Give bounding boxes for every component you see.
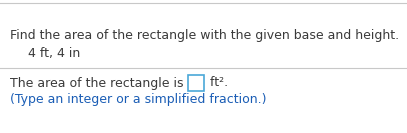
Text: The area of the rectangle is: The area of the rectangle is [10,76,188,90]
Text: Find the area of the rectangle with the given base and height.: Find the area of the rectangle with the … [10,30,399,43]
Text: 4 ft, 4 in: 4 ft, 4 in [28,47,80,59]
Text: (Type an integer or a simplified fraction.): (Type an integer or a simplified fractio… [10,93,267,107]
Text: ft².: ft². [206,76,228,90]
Bar [188,74,204,90]
